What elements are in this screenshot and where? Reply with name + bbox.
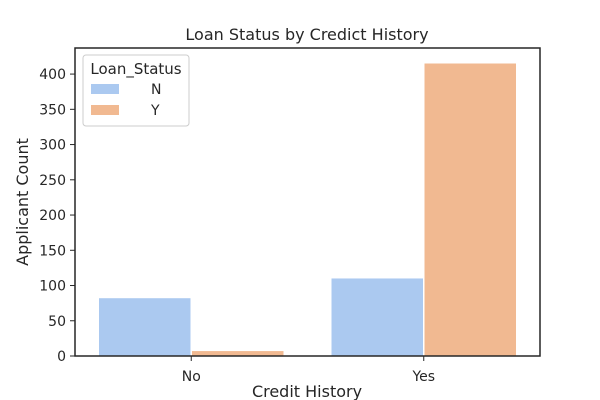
y-tick-label: 400 bbox=[39, 67, 66, 83]
chart-title: Loan Status by Credict History bbox=[185, 25, 428, 44]
y-tick-label: 350 bbox=[39, 102, 66, 118]
bar-y-yes bbox=[424, 63, 516, 356]
y-tick-label: 150 bbox=[39, 243, 66, 259]
y-tick-label: 100 bbox=[39, 279, 66, 295]
legend-title: Loan_Status bbox=[90, 60, 181, 79]
x-axis-label: Credit History bbox=[252, 382, 362, 400]
bar-n-no bbox=[99, 298, 191, 356]
legend: Loan_Status NY bbox=[82, 54, 190, 127]
y-tick-label: 300 bbox=[39, 138, 66, 154]
plot-frame bbox=[74, 47, 541, 357]
bar-n-yes bbox=[331, 278, 423, 356]
x-tick-label-yes: Yes bbox=[411, 369, 435, 385]
legend-swatch-n bbox=[91, 84, 119, 94]
y-tick-label: 250 bbox=[39, 173, 66, 189]
legend-label-y: Y bbox=[150, 103, 160, 119]
y-tick-label: 0 bbox=[57, 349, 66, 365]
y-tick-label: 50 bbox=[48, 314, 66, 330]
legend-label-n: N bbox=[151, 82, 161, 98]
legend-swatch-y bbox=[91, 105, 119, 115]
y-axis-label: Applicant Count bbox=[13, 138, 32, 266]
x-tick-label-no: No bbox=[182, 369, 201, 385]
bar-y-no bbox=[192, 351, 284, 356]
y-tick-label: 200 bbox=[39, 208, 66, 224]
